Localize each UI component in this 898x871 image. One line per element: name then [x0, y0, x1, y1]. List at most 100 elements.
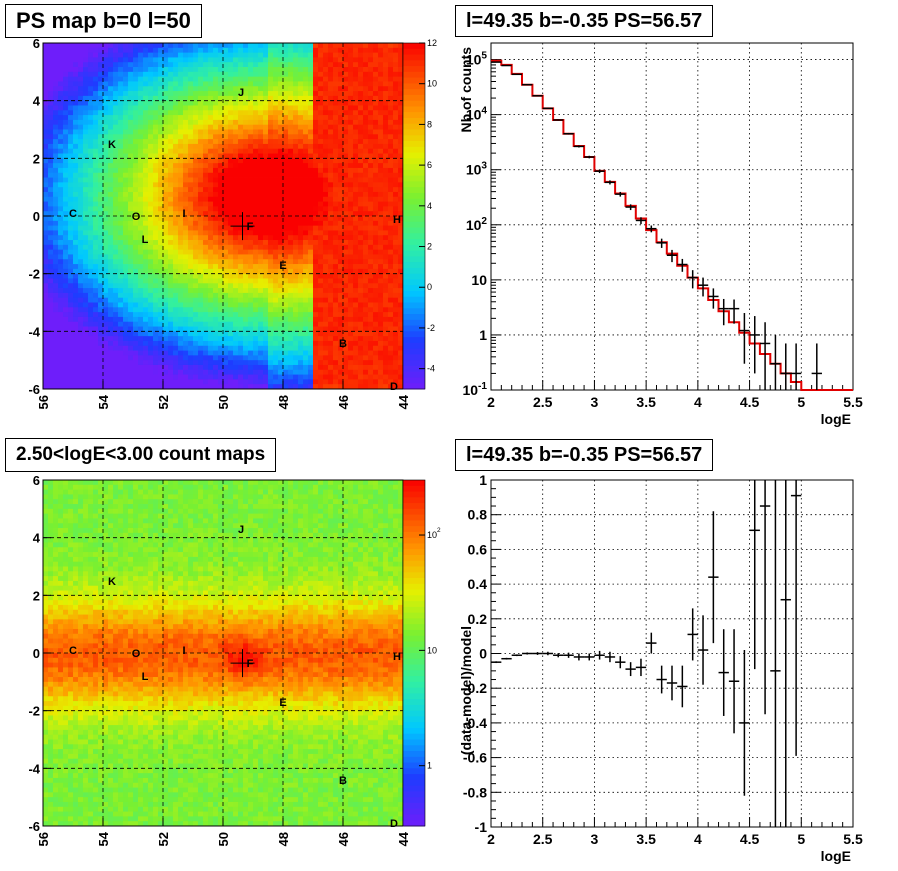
heatmap-cell: [158, 67, 164, 73]
heatmap-cell: [248, 191, 254, 198]
heatmap-cell: [128, 273, 134, 279]
heatmap-cell: [93, 278, 99, 284]
heatmap-cell: [223, 321, 229, 327]
heatmap-cell: [223, 336, 229, 342]
heatmap-cell: [233, 302, 239, 308]
heatmap-cell: [223, 67, 229, 73]
heatmap-cell: [338, 57, 344, 63]
heatmap-cell: [273, 177, 279, 183]
heatmap-cell: [303, 139, 309, 145]
heatmap-cell: [68, 71, 74, 78]
heatmap-cell: [48, 148, 54, 154]
heatmap-cell: [63, 139, 69, 145]
heatmap-cell: [238, 345, 244, 351]
heatmap-cell: [333, 259, 339, 265]
heatmap-cell: [198, 43, 204, 49]
heatmap-cell: [258, 91, 264, 97]
heatmap-cell: [268, 67, 274, 73]
heatmap-cell: [88, 71, 94, 78]
heatmap-cell: [383, 67, 389, 73]
heatmap-cell: [303, 249, 309, 255]
heatmap-cell: [43, 302, 49, 308]
heatmap-cell: [108, 71, 114, 78]
heatmap-cell: [43, 182, 49, 188]
heatmap-cell: [83, 139, 89, 145]
heatmap-cell: [98, 153, 104, 159]
heatmap-cell: [153, 100, 159, 106]
heatmap-cell: [63, 177, 69, 183]
heatmap-cell: [378, 134, 384, 140]
heatmap-cell: [148, 278, 154, 284]
heatmap-cell: [288, 379, 294, 385]
heatmap-cell: [83, 206, 89, 212]
heatmap-cell: [243, 340, 249, 347]
heatmap-cell: [68, 81, 74, 87]
heatmap-cell: [323, 283, 329, 289]
heatmap-cell: [93, 369, 99, 375]
heatmap-cell: [363, 62, 369, 68]
heatmap-cell: [183, 182, 189, 188]
heatmap-cell: [63, 67, 69, 73]
heatmap-cell: [283, 321, 289, 327]
heatmap-cell: [308, 225, 314, 231]
heatmap-cell: [88, 331, 94, 337]
heatmap-cell: [318, 86, 324, 92]
heatmap-cell: [163, 331, 169, 337]
heatmap-cell: [333, 201, 339, 207]
heatmap-cell: [343, 115, 349, 121]
heatmap-cell: [278, 76, 284, 82]
heatmap-cell: [288, 340, 294, 347]
heatmap-cell: [278, 216, 284, 222]
heatmap-cell: [378, 264, 384, 270]
heatmap-cell: [328, 216, 334, 222]
heatmap-cell: [183, 326, 189, 332]
heatmap-cell: [343, 43, 349, 49]
heatmap-cell: [248, 52, 254, 58]
heatmap-cell: [138, 264, 144, 270]
heatmap-cell: [118, 91, 124, 97]
heatmap-cell: [263, 100, 269, 106]
heatmap-cell: [383, 273, 389, 279]
heatmap-cell: [338, 47, 344, 54]
heatmap-cell: [268, 143, 274, 150]
heatmap-cell: [133, 244, 139, 251]
heatmap-cell: [243, 326, 249, 332]
heatmap-cell: [203, 91, 209, 97]
heatmap-cell: [343, 100, 349, 106]
heatmap-cell: [383, 177, 389, 183]
heatmap-cell: [188, 312, 194, 318]
heatmap-cell: [138, 100, 144, 106]
heatmap-cell: [323, 297, 329, 303]
heatmap-cell: [153, 321, 159, 327]
heatmap-cell: [343, 57, 349, 63]
heatmap-cell: [168, 283, 174, 289]
heatmap-cell: [153, 379, 159, 385]
heatmap-cell: [148, 129, 154, 135]
heatmap-cell: [98, 316, 104, 323]
heatmap-cell: [323, 201, 329, 207]
heatmap-cell: [98, 240, 104, 246]
heatmap-cell: [218, 240, 224, 246]
heatmap-cell: [108, 95, 114, 102]
heatmap-cell: [308, 254, 314, 260]
heatmap-cell: [333, 364, 339, 371]
heatmap-cell: [288, 259, 294, 265]
heatmap-cell: [128, 143, 134, 150]
heatmap-cell: [373, 259, 379, 265]
heatmap-cell: [78, 95, 84, 102]
heatmap-cell: [143, 196, 149, 202]
heatmap-cell: [293, 307, 299, 313]
heatmap-cell: [193, 105, 199, 111]
heatmap-cell: [93, 264, 99, 270]
heatmap-cell: [43, 110, 49, 116]
heatmap-cell: [218, 235, 224, 241]
heatmap-cell: [98, 167, 104, 174]
heatmap-cell: [298, 143, 304, 150]
heatmap-cell: [143, 206, 149, 212]
heatmap-cell: [328, 240, 334, 246]
heatmap-cell: [238, 254, 244, 260]
heatmap-cell: [378, 225, 384, 231]
heatmap-cell: [298, 196, 304, 202]
heatmap-cell: [163, 230, 169, 236]
heatmap-cell: [198, 129, 204, 135]
